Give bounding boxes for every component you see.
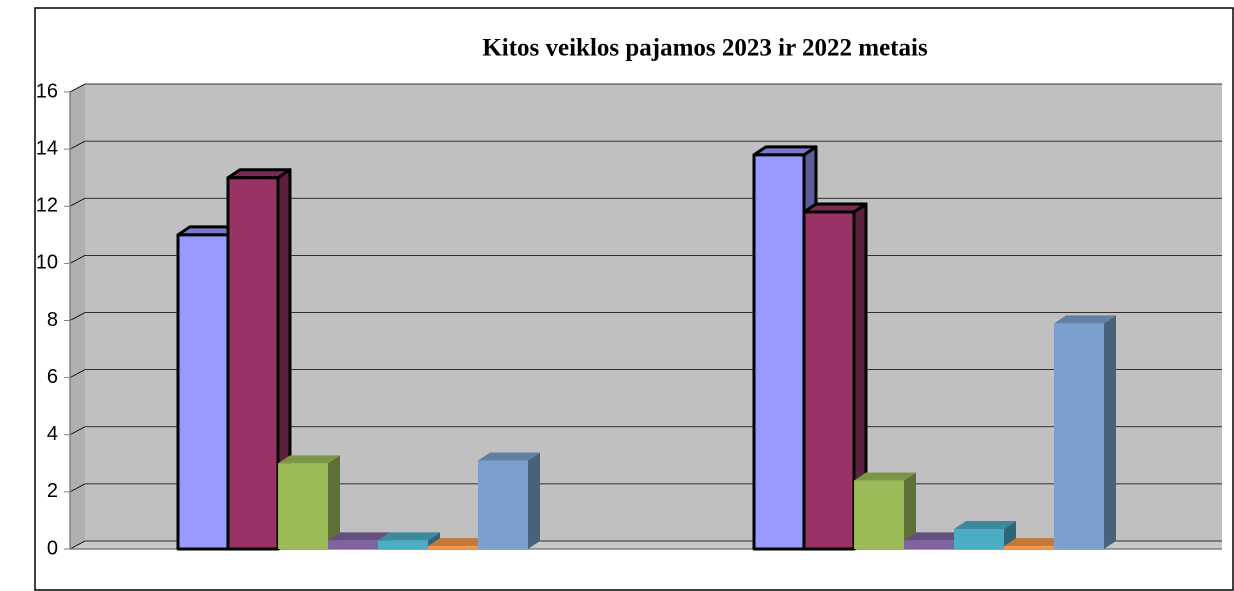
bar <box>226 176 280 551</box>
grid-line <box>69 540 86 550</box>
grid-line <box>69 197 86 207</box>
bar <box>428 546 478 549</box>
bar <box>954 529 1004 549</box>
bar-top <box>328 532 390 541</box>
y-tick-label: 2 <box>47 480 58 502</box>
bar-top <box>1004 538 1066 547</box>
grid-line <box>69 312 86 321</box>
bar-side <box>904 472 916 549</box>
bar-top <box>378 532 440 541</box>
grid-line <box>69 255 86 264</box>
bar <box>752 153 806 551</box>
y-tick-label: 14 <box>36 137 58 159</box>
bar-top <box>428 538 490 547</box>
bar-side <box>528 452 540 549</box>
grid-line <box>69 140 86 150</box>
y-tick-label: 16 <box>36 80 58 102</box>
bar <box>1054 323 1104 549</box>
y-tick-label: 0 <box>47 537 58 559</box>
y-tick-label: 8 <box>47 309 58 331</box>
bar-top <box>478 452 540 461</box>
bar <box>1004 546 1054 549</box>
grid-line <box>69 483 86 493</box>
bar <box>176 233 230 551</box>
bar-top <box>904 532 966 541</box>
bar-top <box>954 521 1016 530</box>
bar <box>478 460 528 549</box>
bar <box>328 540 378 549</box>
y-tick-label: 12 <box>36 195 58 217</box>
y-tick-label: 6 <box>47 366 58 388</box>
grid-line <box>69 369 86 378</box>
bar <box>904 540 954 549</box>
chart-title: Kitos veiklos pajamos 2023 ir 2022 metai… <box>482 35 928 62</box>
bar <box>802 210 856 551</box>
bar <box>378 540 428 549</box>
bar-side <box>328 455 340 549</box>
y-tick-label: 4 <box>47 423 58 445</box>
bar-top <box>278 455 340 464</box>
bar <box>278 463 328 549</box>
bar-side <box>1104 315 1116 549</box>
y-tick-label: 10 <box>36 252 58 274</box>
grid-line <box>69 83 86 93</box>
bar-top <box>854 472 916 481</box>
bar <box>854 480 904 549</box>
chart-frame <box>34 7 1234 591</box>
grid-line <box>69 426 86 436</box>
bar-top <box>1054 315 1116 324</box>
